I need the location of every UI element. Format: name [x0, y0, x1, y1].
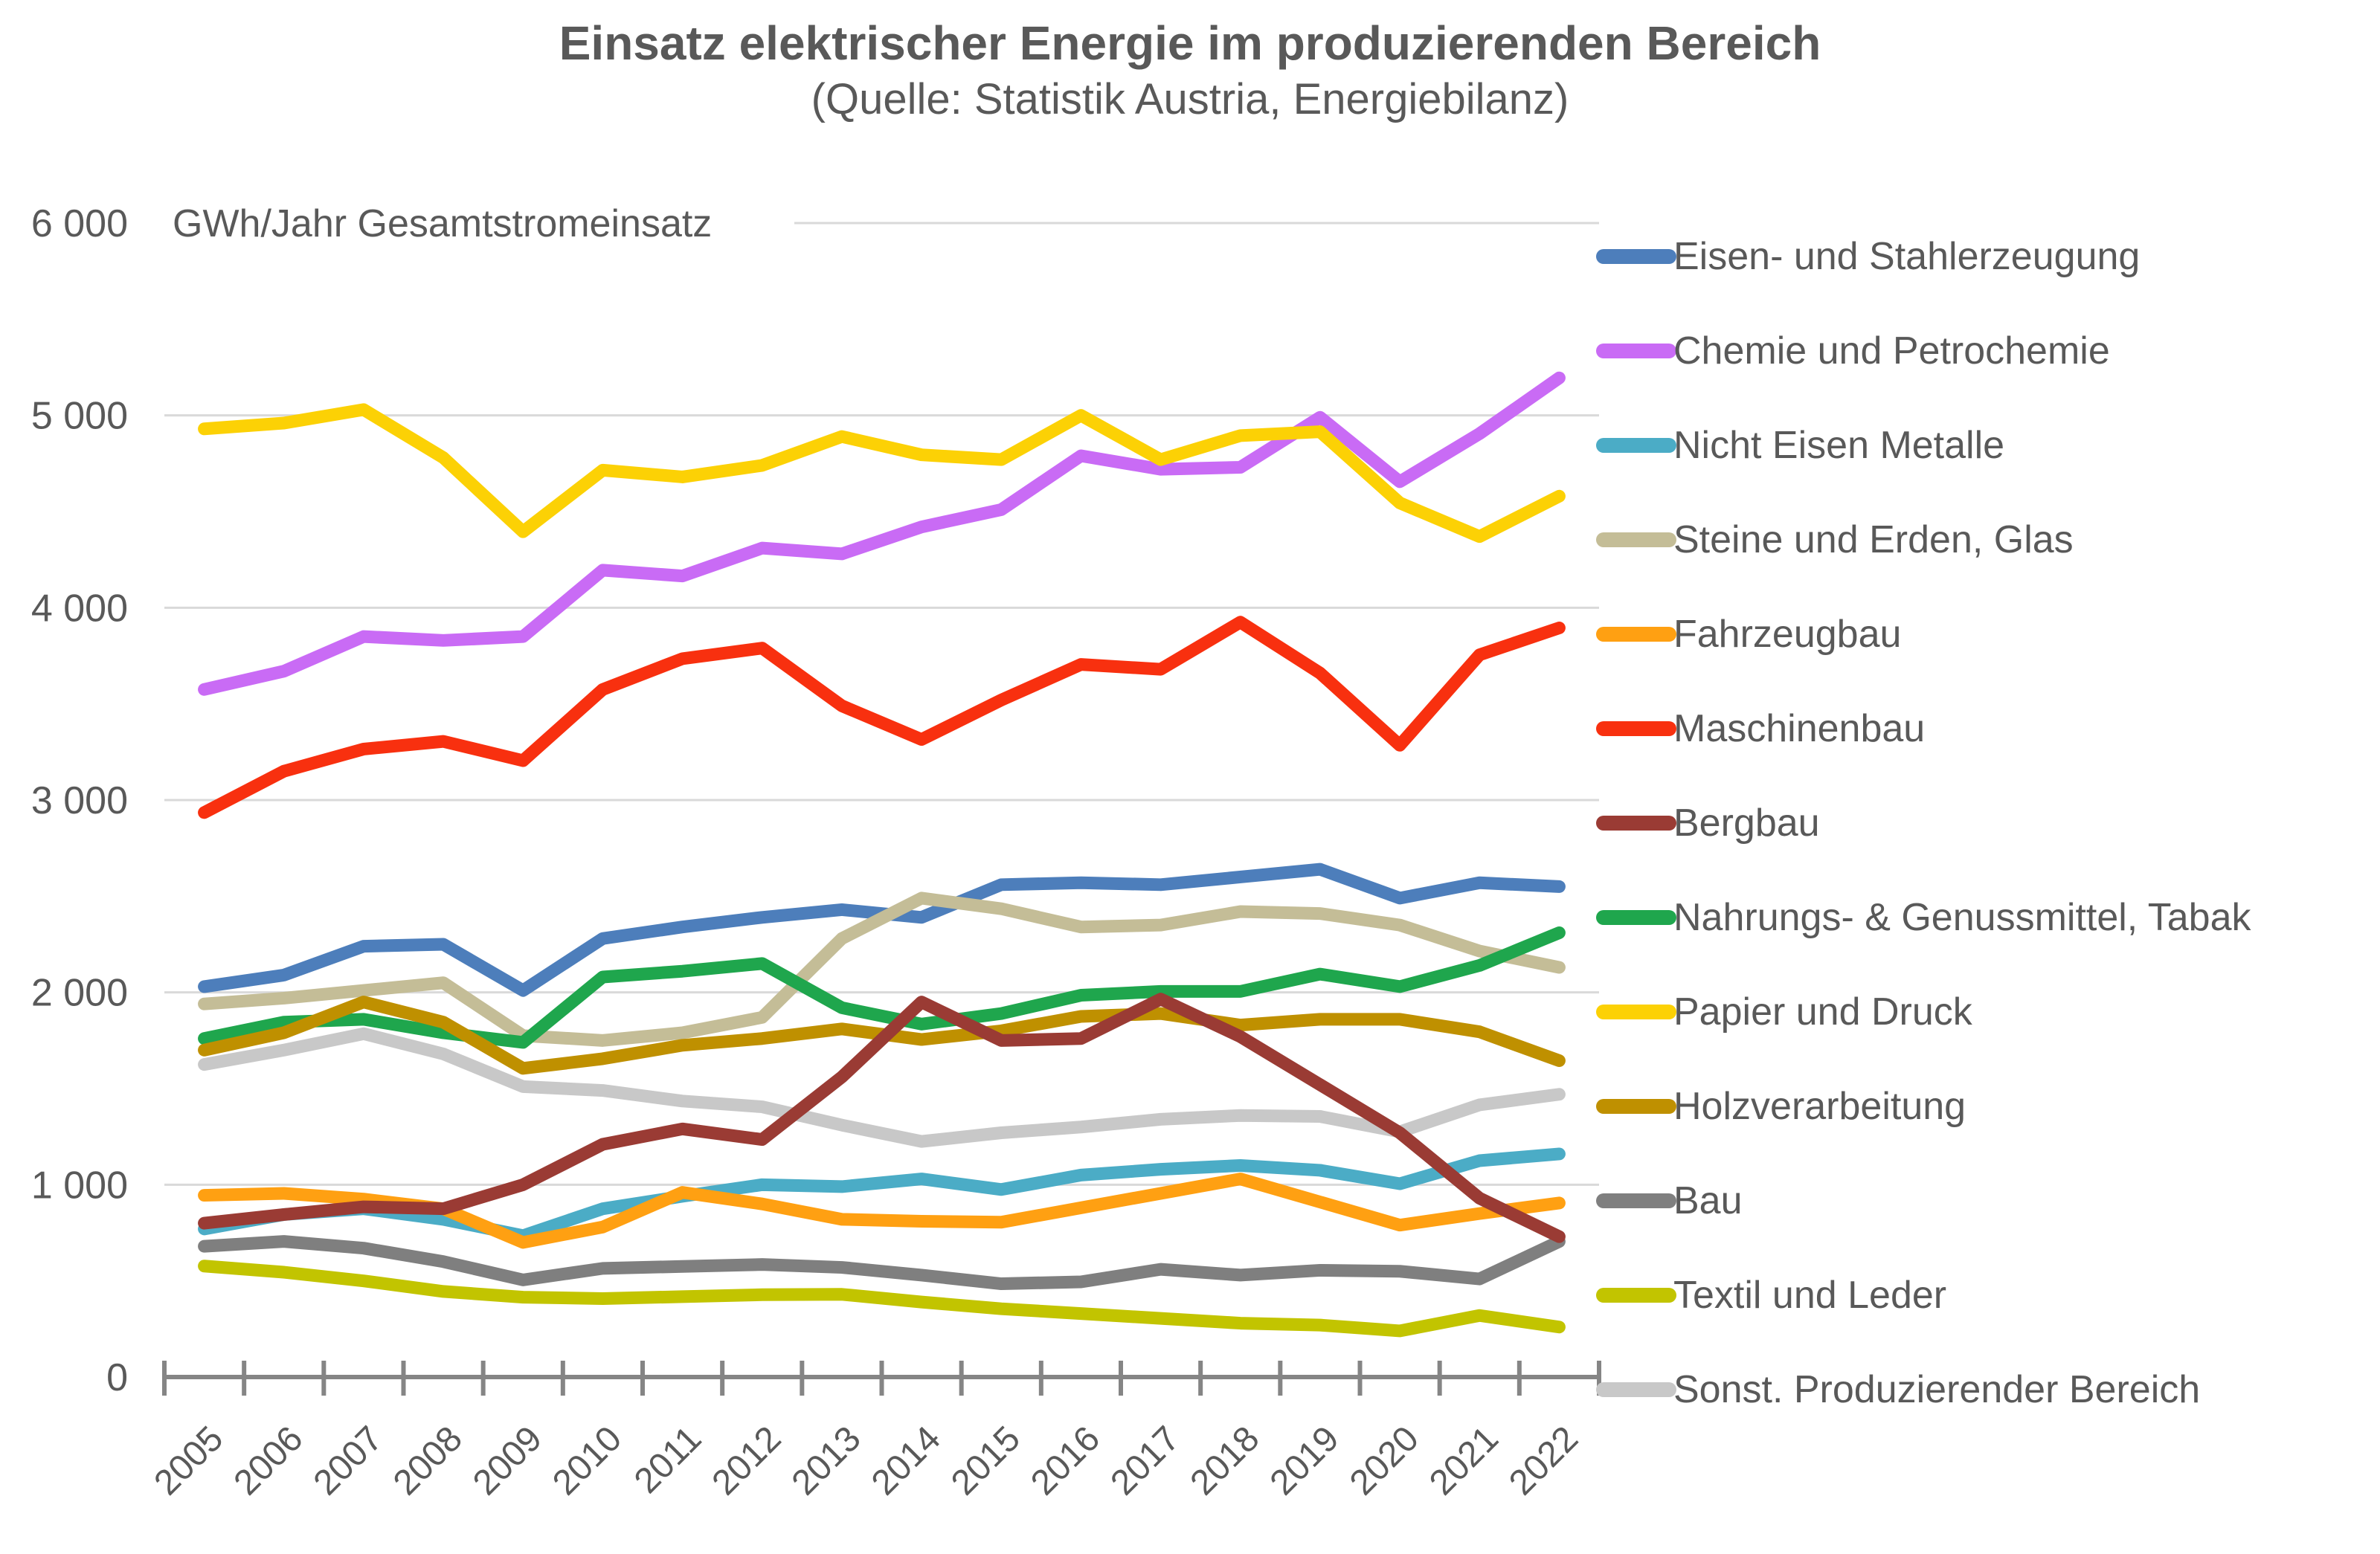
series-line-nicht-eisen-metalle: [198, 1147, 1566, 1242]
legend-item-holzverarbeitung: Holzverarbeitung: [1596, 1085, 1966, 1128]
legend-item-eisen-und-stahlerzeugung: Eisen- und Stahlerzeugung: [1596, 235, 2140, 278]
x-axis-label-2007: 2007: [306, 1419, 390, 1503]
y-axis-label-6000: 6 000: [31, 202, 128, 245]
series-line-chemie-und-petrochemie: [198, 371, 1566, 696]
x-axis-label-2019: 2019: [1263, 1419, 1347, 1503]
x-axis-label-2011: 2011: [627, 1419, 709, 1500]
y-axis-label-4000: 4 000: [31, 587, 128, 630]
x-axis-label-2022: 2022: [1502, 1419, 1586, 1503]
legend-label-sonst-produzierender-bereich: Sonst. Produzierender Bereich: [1673, 1368, 2200, 1411]
series-line-textil-und-leder: [198, 1260, 1566, 1338]
legend-item-sonst-produzierender-bereich: Sonst. Produzierender Bereich: [1596, 1368, 2200, 1411]
legend-label-maschinenbau: Maschinenbau: [1673, 707, 1925, 750]
legend-label-holzverarbeitung: Holzverarbeitung: [1673, 1085, 1966, 1128]
y-axis-label-0: 0: [106, 1356, 128, 1399]
legend-label-nicht-eisen-metalle: Nicht Eisen Metalle: [1673, 424, 2004, 467]
x-axis-label-2009: 2009: [466, 1419, 550, 1503]
x-axis-label-2021: 2021: [1422, 1419, 1506, 1503]
legend-item-nahrungs-genussmittel-tabak: Nahrungs- & Genussmittel, Tabak: [1596, 896, 2252, 939]
x-axis-label-2008: 2008: [386, 1419, 470, 1503]
series-line-nahrungs-genussmittel-tabak: [198, 926, 1566, 1049]
legend-label-chemie-und-petrochemie: Chemie und Petrochemie: [1673, 329, 2110, 373]
chart-subtitle: (Quelle: Statistik Austria, Energiebilan…: [811, 75, 1569, 123]
x-axis-label-2005: 2005: [147, 1419, 231, 1503]
x-axis-label-2014: 2014: [864, 1419, 948, 1503]
legend-label-fahrzeugbau: Fahrzeugbau: [1673, 613, 1901, 656]
chart-title: Einsatz elektrischer Energie im produzie…: [559, 16, 1821, 70]
legend-label-textil-und-leder: Textil und Leder: [1673, 1274, 1946, 1317]
x-axis-label-2017: 2017: [1103, 1419, 1187, 1503]
y-axis-label-3000: 3 000: [31, 779, 128, 822]
y-axis-unit-label: GWh/Jahr Gesamtstromeinsatz: [173, 202, 712, 245]
series-line-papier-und-druck: [198, 403, 1566, 544]
title-block: Einsatz elektrischer Energie im produzie…: [0, 13, 2380, 127]
legend-item-maschinenbau: Maschinenbau: [1596, 707, 1925, 750]
legend-label-eisen-und-stahlerzeugung: Eisen- und Stahlerzeugung: [1673, 235, 2140, 278]
x-axis-label-2015: 2015: [944, 1419, 1028, 1503]
legend-item-bergbau: Bergbau: [1596, 802, 1820, 845]
x-axis-label-2016: 2016: [1023, 1419, 1107, 1503]
series-line-eisen-und-stahlerzeugung: [198, 863, 1566, 997]
series-line-maschinenbau: [198, 616, 1566, 819]
legend-item-papier-und-druck: Papier und Druck: [1596, 990, 1973, 1034]
x-axis-label-2012: 2012: [705, 1419, 789, 1503]
legend-label-papier-und-druck: Papier und Druck: [1673, 990, 1973, 1034]
x-axis-label-2013: 2013: [785, 1419, 869, 1503]
x-axis-label-2018: 2018: [1183, 1419, 1267, 1503]
series-line-bau: [198, 1235, 1566, 1291]
legend-item-fahrzeugbau: Fahrzeugbau: [1596, 613, 1901, 656]
x-axis-label-2020: 2020: [1342, 1419, 1427, 1503]
y-axis-label-2000: 2 000: [31, 972, 128, 1015]
legend-item-chemie-und-petrochemie: Chemie und Petrochemie: [1596, 329, 2110, 373]
x-axis-label-2006: 2006: [227, 1419, 311, 1503]
series-line-steine-und-erden-glas: [198, 892, 1566, 1047]
legend-label-steine-und-erden-glas: Steine und Erden, Glas: [1673, 518, 2074, 561]
legend-item-steine-und-erden-glas: Steine und Erden, Glas: [1596, 518, 2074, 561]
y-axis-label-1000: 1 000: [31, 1164, 128, 1207]
legend-label-bau: Bau: [1673, 1179, 1743, 1222]
series-line-sonst-produzierender-bereich: [198, 1027, 1566, 1148]
y-axis-label-5000: 5 000: [31, 395, 128, 438]
x-axis-label-2010: 2010: [545, 1419, 629, 1503]
legend-item-nicht-eisen-metalle: Nicht Eisen Metalle: [1596, 424, 2004, 467]
legend-item-textil-und-leder: Textil und Leder: [1596, 1274, 1946, 1317]
legend-label-nahrungs-genussmittel-tabak: Nahrungs- & Genussmittel, Tabak: [1673, 896, 2252, 939]
unit-label-backing: [162, 201, 794, 245]
legend-label-bergbau: Bergbau: [1673, 802, 1820, 845]
series-line-bergbau: [198, 993, 1566, 1243]
legend-item-bau: Bau: [1596, 1179, 1743, 1222]
